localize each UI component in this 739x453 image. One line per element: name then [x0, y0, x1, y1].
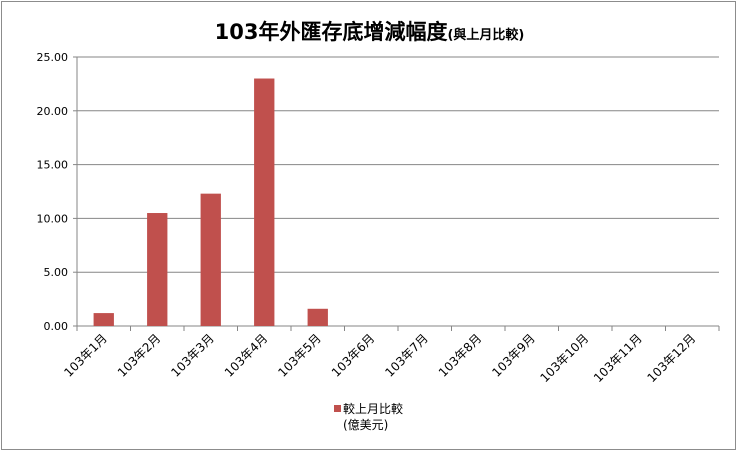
x-tick-label: 103年11月: [591, 331, 645, 385]
legend-swatch: [334, 405, 341, 412]
bar-2: [147, 213, 168, 326]
gridlines: [77, 56, 719, 273]
x-tick-label: 103年12月: [644, 331, 698, 385]
x-tick-label: 103年1月: [61, 331, 109, 379]
y-tick-label: 5.00: [44, 266, 69, 279]
legend-series-name: 較上月比較: [343, 402, 404, 416]
bar-3: [200, 193, 221, 326]
x-tick-label: 103年3月: [168, 331, 216, 379]
y-tick-label: 15.00: [37, 159, 69, 172]
x-tick-labels: 103年1月 103年2月 103年3月 103年4月 103年5月 103年6月 103年…: [61, 331, 698, 385]
bars: [93, 78, 328, 327]
x-tick-label: 103年5月: [275, 331, 323, 379]
bar-1: [93, 313, 114, 326]
axes: [73, 56, 720, 331]
chart-title-block: 103年外匯存底增減幅度(與上月比較): [0, 16, 739, 46]
chart-title: 103年外匯存底增減幅度: [214, 20, 448, 44]
x-tick-label: 103年8月: [436, 331, 484, 379]
x-tick-label: 103年9月: [489, 331, 537, 379]
x-tick-label: 103年4月: [222, 331, 270, 379]
y-tick-label: 10.00: [37, 212, 69, 225]
y-tick-label: 25.00: [37, 51, 69, 64]
y-tick-label: 0.00: [44, 320, 69, 333]
y-tick-labels: 0.00 5.00 10.00 15.00 20.00 25.00: [37, 51, 69, 333]
bar-5: [307, 308, 328, 326]
x-tick-label: 103年6月: [329, 331, 377, 379]
x-tick-label: 103年10月: [537, 331, 591, 385]
legend: 較上月比較 (億美元): [334, 401, 403, 433]
y-tick-label: 20.00: [37, 105, 69, 118]
chart-subtitle: (與上月比較): [447, 28, 525, 43]
x-tick-label: 103年2月: [115, 331, 163, 379]
legend-unit: (億美元): [343, 418, 389, 432]
bar-4: [254, 78, 275, 327]
x-tick-label: 103年7月: [382, 331, 430, 379]
